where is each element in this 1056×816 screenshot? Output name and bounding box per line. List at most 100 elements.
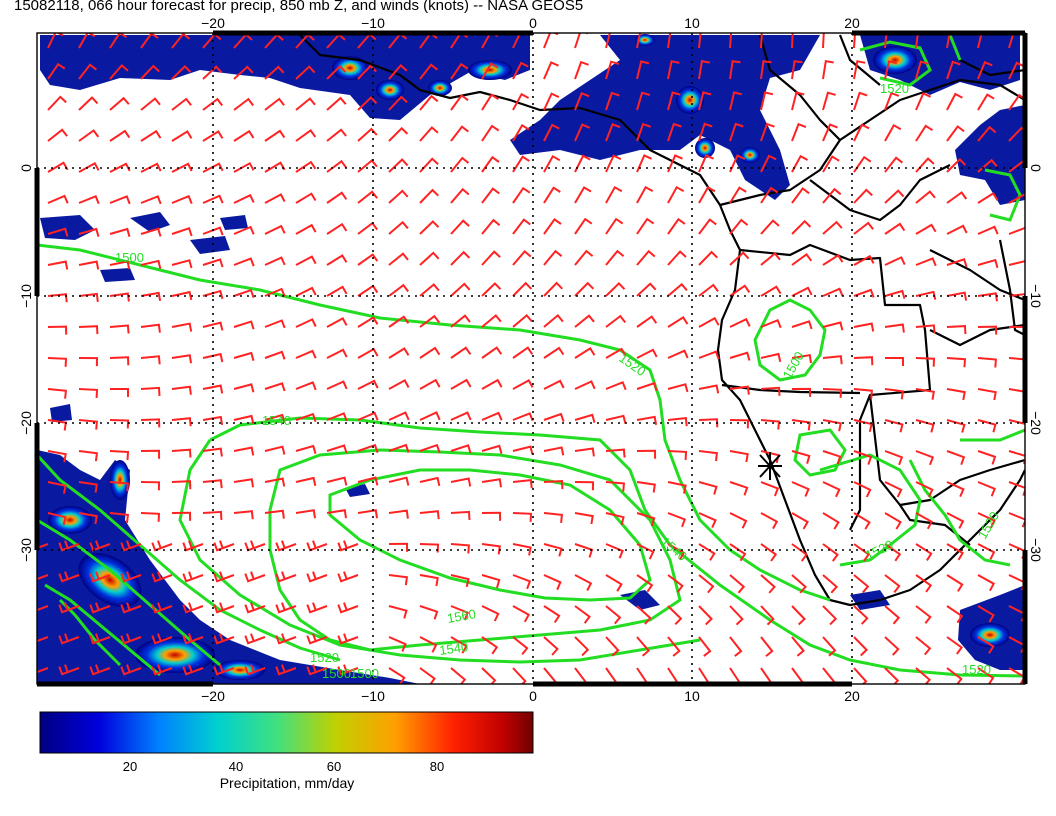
wind-barb (667, 416, 688, 427)
wind-barb (605, 185, 623, 204)
wind-barb (729, 419, 750, 429)
wind-barb (884, 189, 905, 204)
wind-barb (760, 122, 775, 142)
wind-barb (264, 445, 286, 455)
wind-barb (109, 260, 131, 270)
wind-barb (337, 664, 359, 676)
lon-labels-top: −20 −10 0 10 20 (201, 15, 860, 31)
wind-barb (481, 411, 503, 421)
wind-barb (512, 155, 530, 173)
wind-barb (760, 450, 780, 464)
wind-barb (574, 447, 595, 457)
wind-barb (667, 154, 683, 173)
wind-barb (326, 254, 348, 266)
wind-barb (78, 63, 98, 80)
wind-barb (171, 64, 192, 80)
wind-barb (233, 161, 255, 173)
wind-barb (853, 288, 875, 298)
wind-barb (512, 92, 530, 111)
wind-barb (822, 91, 836, 111)
wind-barb (37, 636, 49, 643)
wind-barb (605, 414, 627, 424)
wind-barb (574, 92, 590, 111)
wind-barb (481, 511, 502, 521)
wind-barb (109, 162, 131, 173)
wind-barb (202, 352, 224, 363)
lat-tick-label: −10 (18, 284, 34, 308)
wind-barb (78, 260, 100, 270)
wind-barb (915, 124, 934, 142)
contour-label: 1500 (350, 666, 379, 681)
wind-barb (388, 189, 409, 204)
wind-barb (605, 154, 622, 173)
wind-barb (574, 249, 594, 266)
lat-tick-label: −10 (1028, 284, 1044, 308)
wind-barb (636, 605, 652, 625)
wind-barb (295, 509, 316, 519)
wind-barb (915, 636, 932, 656)
wind-barb (481, 314, 502, 328)
wind-barb (915, 450, 935, 466)
wind-barb (481, 282, 502, 297)
wind-barb (822, 33, 825, 49)
wind-barb (698, 543, 716, 561)
wind-barb (543, 412, 565, 422)
wind-barb (388, 283, 409, 297)
wind-barb (574, 574, 593, 591)
wind-barb (244, 571, 266, 583)
wind-barb (698, 283, 719, 297)
wind-barb (853, 254, 875, 266)
wind-barb (244, 664, 266, 676)
wind-barb (605, 512, 625, 526)
lon-tick-label: 10 (684, 15, 700, 31)
wind-barb (388, 542, 409, 552)
wind-barb (822, 419, 842, 432)
wind-barb (636, 636, 651, 657)
wind-barb (419, 94, 439, 111)
wind-barb (760, 512, 779, 530)
wind-barb (140, 418, 161, 428)
wind-barb (140, 355, 161, 365)
wind-barb (419, 283, 440, 297)
wind-barb (388, 574, 409, 586)
wind-barb (977, 258, 999, 269)
wind-barb (946, 92, 963, 111)
precipitation-cores (48, 34, 1010, 680)
wind-barb (760, 636, 774, 657)
wind-barb (110, 388, 129, 397)
wind-barb (977, 33, 990, 49)
wind-barb (760, 252, 781, 266)
wind-barb (636, 91, 651, 111)
wind-barb (729, 251, 750, 266)
wind-barb (915, 481, 934, 498)
wind-barb (419, 126, 439, 142)
wind-barb (357, 64, 377, 80)
wind-barb (109, 63, 129, 80)
wind-barb (357, 96, 378, 111)
wind-barb (1008, 260, 1025, 266)
wind-barb (822, 60, 834, 80)
wind-barb (760, 60, 772, 80)
wind-barb (337, 540, 359, 552)
wind-barb (326, 191, 348, 204)
wind-barb (419, 667, 436, 684)
contour-label: 1500 (115, 250, 144, 265)
wind-barb (512, 379, 534, 390)
wind-barb (977, 225, 999, 235)
wind-barb (698, 122, 713, 142)
wind-barb (636, 574, 654, 593)
wind-barb (915, 357, 936, 367)
wind-barb (202, 194, 224, 204)
wind-barb (171, 448, 192, 458)
wind-barb (760, 386, 781, 396)
wind-barb (481, 93, 499, 111)
wind-barb (264, 350, 286, 360)
wind-barb (729, 317, 751, 328)
wind-barb (151, 664, 173, 676)
wind-barb (326, 380, 348, 390)
wind-barb (543, 218, 562, 235)
wind-barb (791, 605, 806, 626)
wind-barb (78, 325, 99, 335)
wind-barb (213, 602, 235, 614)
wind-barb (822, 481, 841, 498)
